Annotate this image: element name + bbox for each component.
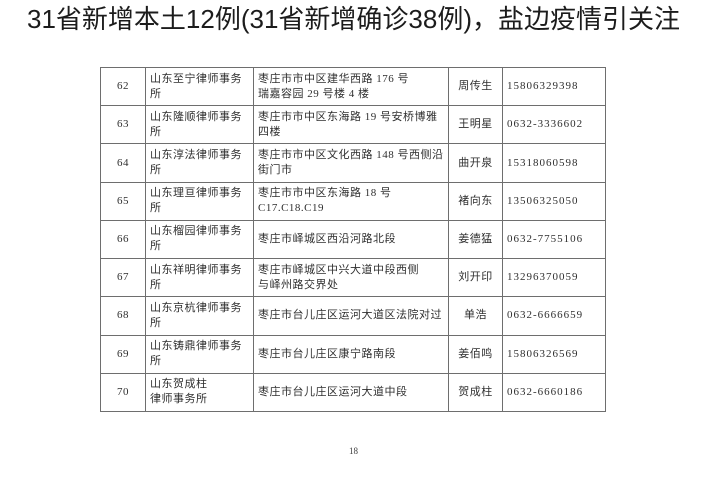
- cell-address: 枣庄市市中区建华西路 176 号 瑞嘉容园 29 号楼 4 楼: [253, 66, 449, 107]
- article-title: 31省新增本土12例(31省新增确诊38例)，盐边疫情引关注: [27, 4, 680, 34]
- firm-name-line2: 律师事务所: [150, 393, 208, 406]
- cell-address: 枣庄市台儿庄区运河大道中段: [253, 372, 449, 413]
- page-number: 18: [349, 446, 358, 456]
- cell-firm-name: 山东隆顺律师事务所: [145, 105, 254, 145]
- cell-contact-person: 贺成柱: [448, 372, 503, 413]
- cell-row-number: 68: [100, 296, 146, 336]
- cell-row-number: 66: [100, 219, 146, 260]
- address-line1: 枣庄市台儿庄区运河大道中段: [258, 385, 408, 398]
- cell-row-number: 70: [100, 372, 146, 413]
- firm-name-line1: 山东榴园律师事务所: [150, 225, 242, 253]
- cell-contact-person: 单浩: [448, 296, 503, 336]
- firm-name-line1: 山东理亘律师事务所: [150, 187, 242, 215]
- firm-name-line1: 山东隆顺律师事务所: [150, 110, 242, 138]
- cell-phone-number: 0632-3336602: [502, 105, 606, 145]
- cell-row-number: 63: [100, 105, 146, 145]
- cell-firm-name: 山东榴园律师事务所: [145, 219, 254, 260]
- cell-row-number: 64: [100, 143, 146, 183]
- cell-row-number: 69: [100, 334, 146, 374]
- table-row: 69 山东铸鼎律师事务所 枣庄市台儿庄区康宁路南段 姜佰鸣 1580632656…: [100, 334, 606, 374]
- cell-contact-person: 周传生: [448, 66, 503, 107]
- law-firm-table-body: 62 山东至宁律师事务所 枣庄市市中区建华西路 176 号 瑞嘉容园 29 号楼…: [100, 66, 606, 413]
- cell-contact-person: 曲开泉: [448, 143, 503, 183]
- cell-phone-number: 13506325050: [502, 181, 606, 221]
- cell-phone-number: 0632-6660186: [502, 372, 606, 413]
- table-row: 65 山东理亘律师事务所 枣庄市市中区东海路 18 号 C17.C18.C19 …: [100, 181, 606, 221]
- cell-firm-name: 山东京杭律师事务所: [145, 296, 254, 336]
- cell-address: 枣庄市台儿庄区运河大道区法院对过: [253, 296, 449, 336]
- firm-name-line1: 山东贺成柱: [150, 378, 208, 391]
- address-line1: 枣庄市峄城区中兴大道中段西侧: [258, 263, 419, 276]
- cell-phone-number: 13296370059: [502, 258, 606, 298]
- address-line1: 枣庄市市中区东海路 18 号 C17.C18.C19: [258, 187, 392, 215]
- address-line1: 枣庄市峄城区西沿河路北段: [258, 232, 396, 245]
- table-row: 70 山东贺成柱 律师事务所 枣庄市台儿庄区运河大道中段 贺成柱 0632-66…: [100, 372, 606, 413]
- table-row: 63 山东隆顺律师事务所 枣庄市市中区东海路 19 号安桥博雅四楼 王明星 06…: [100, 105, 606, 145]
- cell-address: 枣庄市台儿庄区康宁路南段: [253, 334, 449, 374]
- table-row: 62 山东至宁律师事务所 枣庄市市中区建华西路 176 号 瑞嘉容园 29 号楼…: [100, 66, 606, 107]
- cell-phone-number: 0632-7755106: [502, 219, 606, 260]
- cell-address: 枣庄市峄城区中兴大道中段西侧 与峄州路交界处: [253, 258, 449, 298]
- cell-row-number: 67: [100, 258, 146, 298]
- address-line2: 瑞嘉容园 29 号楼 4 楼: [258, 87, 370, 100]
- firm-name-line1: 山东至宁律师事务所: [150, 72, 242, 100]
- cell-contact-person: 姜佰鸣: [448, 334, 503, 374]
- law-firm-table: 62 山东至宁律师事务所 枣庄市市中区建华西路 176 号 瑞嘉容园 29 号楼…: [100, 66, 606, 413]
- cell-phone-number: 15318060598: [502, 143, 606, 183]
- cell-firm-name: 山东祥明律师事务所: [145, 258, 254, 298]
- table-row: 64 山东淳法律师事务所 枣庄市市中区文化西路 148 号西侧沿街门市 曲开泉 …: [100, 143, 606, 183]
- address-line1: 枣庄市市中区文化西路 148 号西侧沿街门市: [258, 149, 444, 177]
- table-row: 67 山东祥明律师事务所 枣庄市峄城区中兴大道中段西侧 与峄州路交界处 刘开印 …: [100, 258, 606, 298]
- firm-name-line1: 山东祥明律师事务所: [150, 263, 242, 291]
- cell-row-number: 62: [100, 66, 146, 107]
- firm-name-line1: 山东铸鼎律师事务所: [150, 340, 242, 368]
- cell-contact-person: 褚向东: [448, 181, 503, 221]
- cell-contact-person: 王明星: [448, 105, 503, 145]
- cell-address: 枣庄市市中区东海路 18 号 C17.C18.C19: [253, 181, 449, 221]
- cell-address: 枣庄市峄城区西沿河路北段: [253, 219, 449, 260]
- cell-phone-number: 0632-6666659: [502, 296, 606, 336]
- cell-firm-name: 山东铸鼎律师事务所: [145, 334, 254, 374]
- cell-contact-person: 刘开印: [448, 258, 503, 298]
- cell-firm-name: 山东淳法律师事务所: [145, 143, 254, 183]
- cell-firm-name: 山东贺成柱 律师事务所: [145, 372, 254, 413]
- address-line1: 枣庄市市中区东海路 19 号安桥博雅四楼: [258, 110, 438, 138]
- table-row: 68 山东京杭律师事务所 枣庄市台儿庄区运河大道区法院对过 单浩 0632-66…: [100, 296, 606, 336]
- firm-name-line1: 山东京杭律师事务所: [150, 301, 242, 329]
- cell-row-number: 65: [100, 181, 146, 221]
- cell-address: 枣庄市市中区文化西路 148 号西侧沿街门市: [253, 143, 449, 183]
- table-row: 66 山东榴园律师事务所 枣庄市峄城区西沿河路北段 姜德猛 0632-77551…: [100, 219, 606, 260]
- cell-firm-name: 山东至宁律师事务所: [145, 66, 254, 107]
- cell-contact-person: 姜德猛: [448, 219, 503, 260]
- cell-address: 枣庄市市中区东海路 19 号安桥博雅四楼: [253, 105, 449, 145]
- cell-firm-name: 山东理亘律师事务所: [145, 181, 254, 221]
- cell-phone-number: 15806326569: [502, 334, 606, 374]
- firm-name-line1: 山东淳法律师事务所: [150, 149, 242, 177]
- cell-phone-number: 15806329398: [502, 66, 606, 107]
- address-line1: 枣庄市台儿庄区运河大道区法院对过: [258, 309, 442, 322]
- address-line1: 枣庄市市中区建华西路 176 号: [258, 72, 409, 85]
- address-line1: 枣庄市台儿庄区康宁路南段: [258, 347, 396, 360]
- address-line2: 与峄州路交界处: [258, 278, 339, 291]
